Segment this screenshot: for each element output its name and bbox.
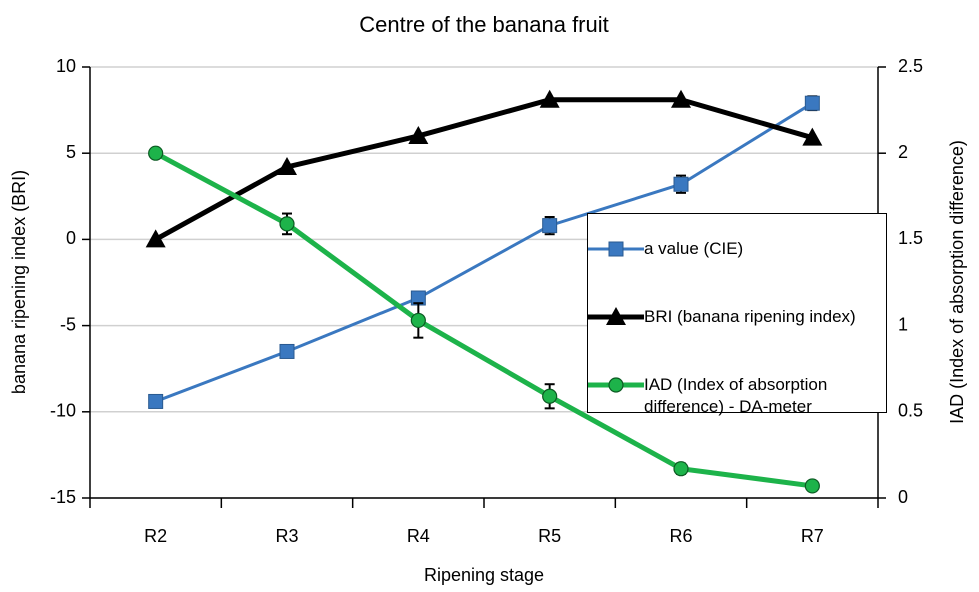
y-tick-label: -10 <box>50 401 76 421</box>
legend-label: IAD (Index of absorption difference) - D… <box>644 375 828 416</box>
legend-entry: BRI (banana ripening index) <box>588 306 884 328</box>
marker <box>148 145 164 161</box>
legend-label: a value (CIE) <box>644 239 744 258</box>
marker <box>277 156 297 175</box>
legend-swatch <box>588 241 644 257</box>
marker <box>279 343 295 359</box>
marker <box>410 312 426 329</box>
y2-tick-label: 1 <box>898 314 908 334</box>
marker <box>804 95 820 111</box>
x-tick-label: R5 <box>538 526 561 546</box>
y-tick-label: 0 <box>66 228 76 248</box>
y-tick-label: 10 <box>56 56 76 76</box>
series-line <box>154 150 813 489</box>
marker <box>606 307 626 325</box>
series-line <box>154 97 814 242</box>
marker <box>608 377 624 393</box>
x-tick-label: R7 <box>801 526 824 546</box>
legend-label: BRI (banana ripening index) <box>644 307 856 326</box>
legend-swatch <box>588 377 644 393</box>
chart-title: Centre of the banana fruit <box>359 12 609 37</box>
x-tick-label: R3 <box>275 526 298 546</box>
y2-tick-label: 0.5 <box>898 401 923 421</box>
marker <box>148 393 164 409</box>
marker <box>539 89 560 108</box>
y2-tick-label: 0 <box>898 487 908 507</box>
marker <box>279 216 295 232</box>
legend-swatch <box>588 307 644 325</box>
x-tick-label: R6 <box>669 526 692 546</box>
marker <box>671 89 691 108</box>
marker <box>145 229 166 248</box>
marker <box>804 478 820 494</box>
marker <box>542 388 558 404</box>
marker <box>673 176 689 192</box>
y-tick-label: -5 <box>60 314 76 334</box>
marker <box>802 127 823 146</box>
legend-entry: IAD (Index of absorption difference) - D… <box>588 374 884 418</box>
y2-tick-label: 2.5 <box>898 56 923 76</box>
y-tick-label: 5 <box>66 142 76 162</box>
series-line <box>155 101 814 403</box>
y2-tick-label: 1.5 <box>898 228 923 248</box>
marker <box>608 241 624 257</box>
legend-entry: a value (CIE) <box>588 238 884 260</box>
y-axis-title: banana ripening index (BRI) <box>9 170 29 394</box>
x-tick-label: R4 <box>407 526 430 546</box>
marker <box>673 461 689 477</box>
x-axis-title: Ripening stage <box>424 565 544 585</box>
marker <box>408 125 429 144</box>
y2-axis-title: IAD (Index of absorption difference) <box>947 140 967 424</box>
legend: a value (CIE) BRI (banana ripening index)… <box>587 213 887 416</box>
marker <box>542 218 558 234</box>
y-tick-label: -15 <box>50 487 76 507</box>
x-tick-label: R2 <box>144 526 167 546</box>
y2-tick-label: 2 <box>898 142 908 162</box>
